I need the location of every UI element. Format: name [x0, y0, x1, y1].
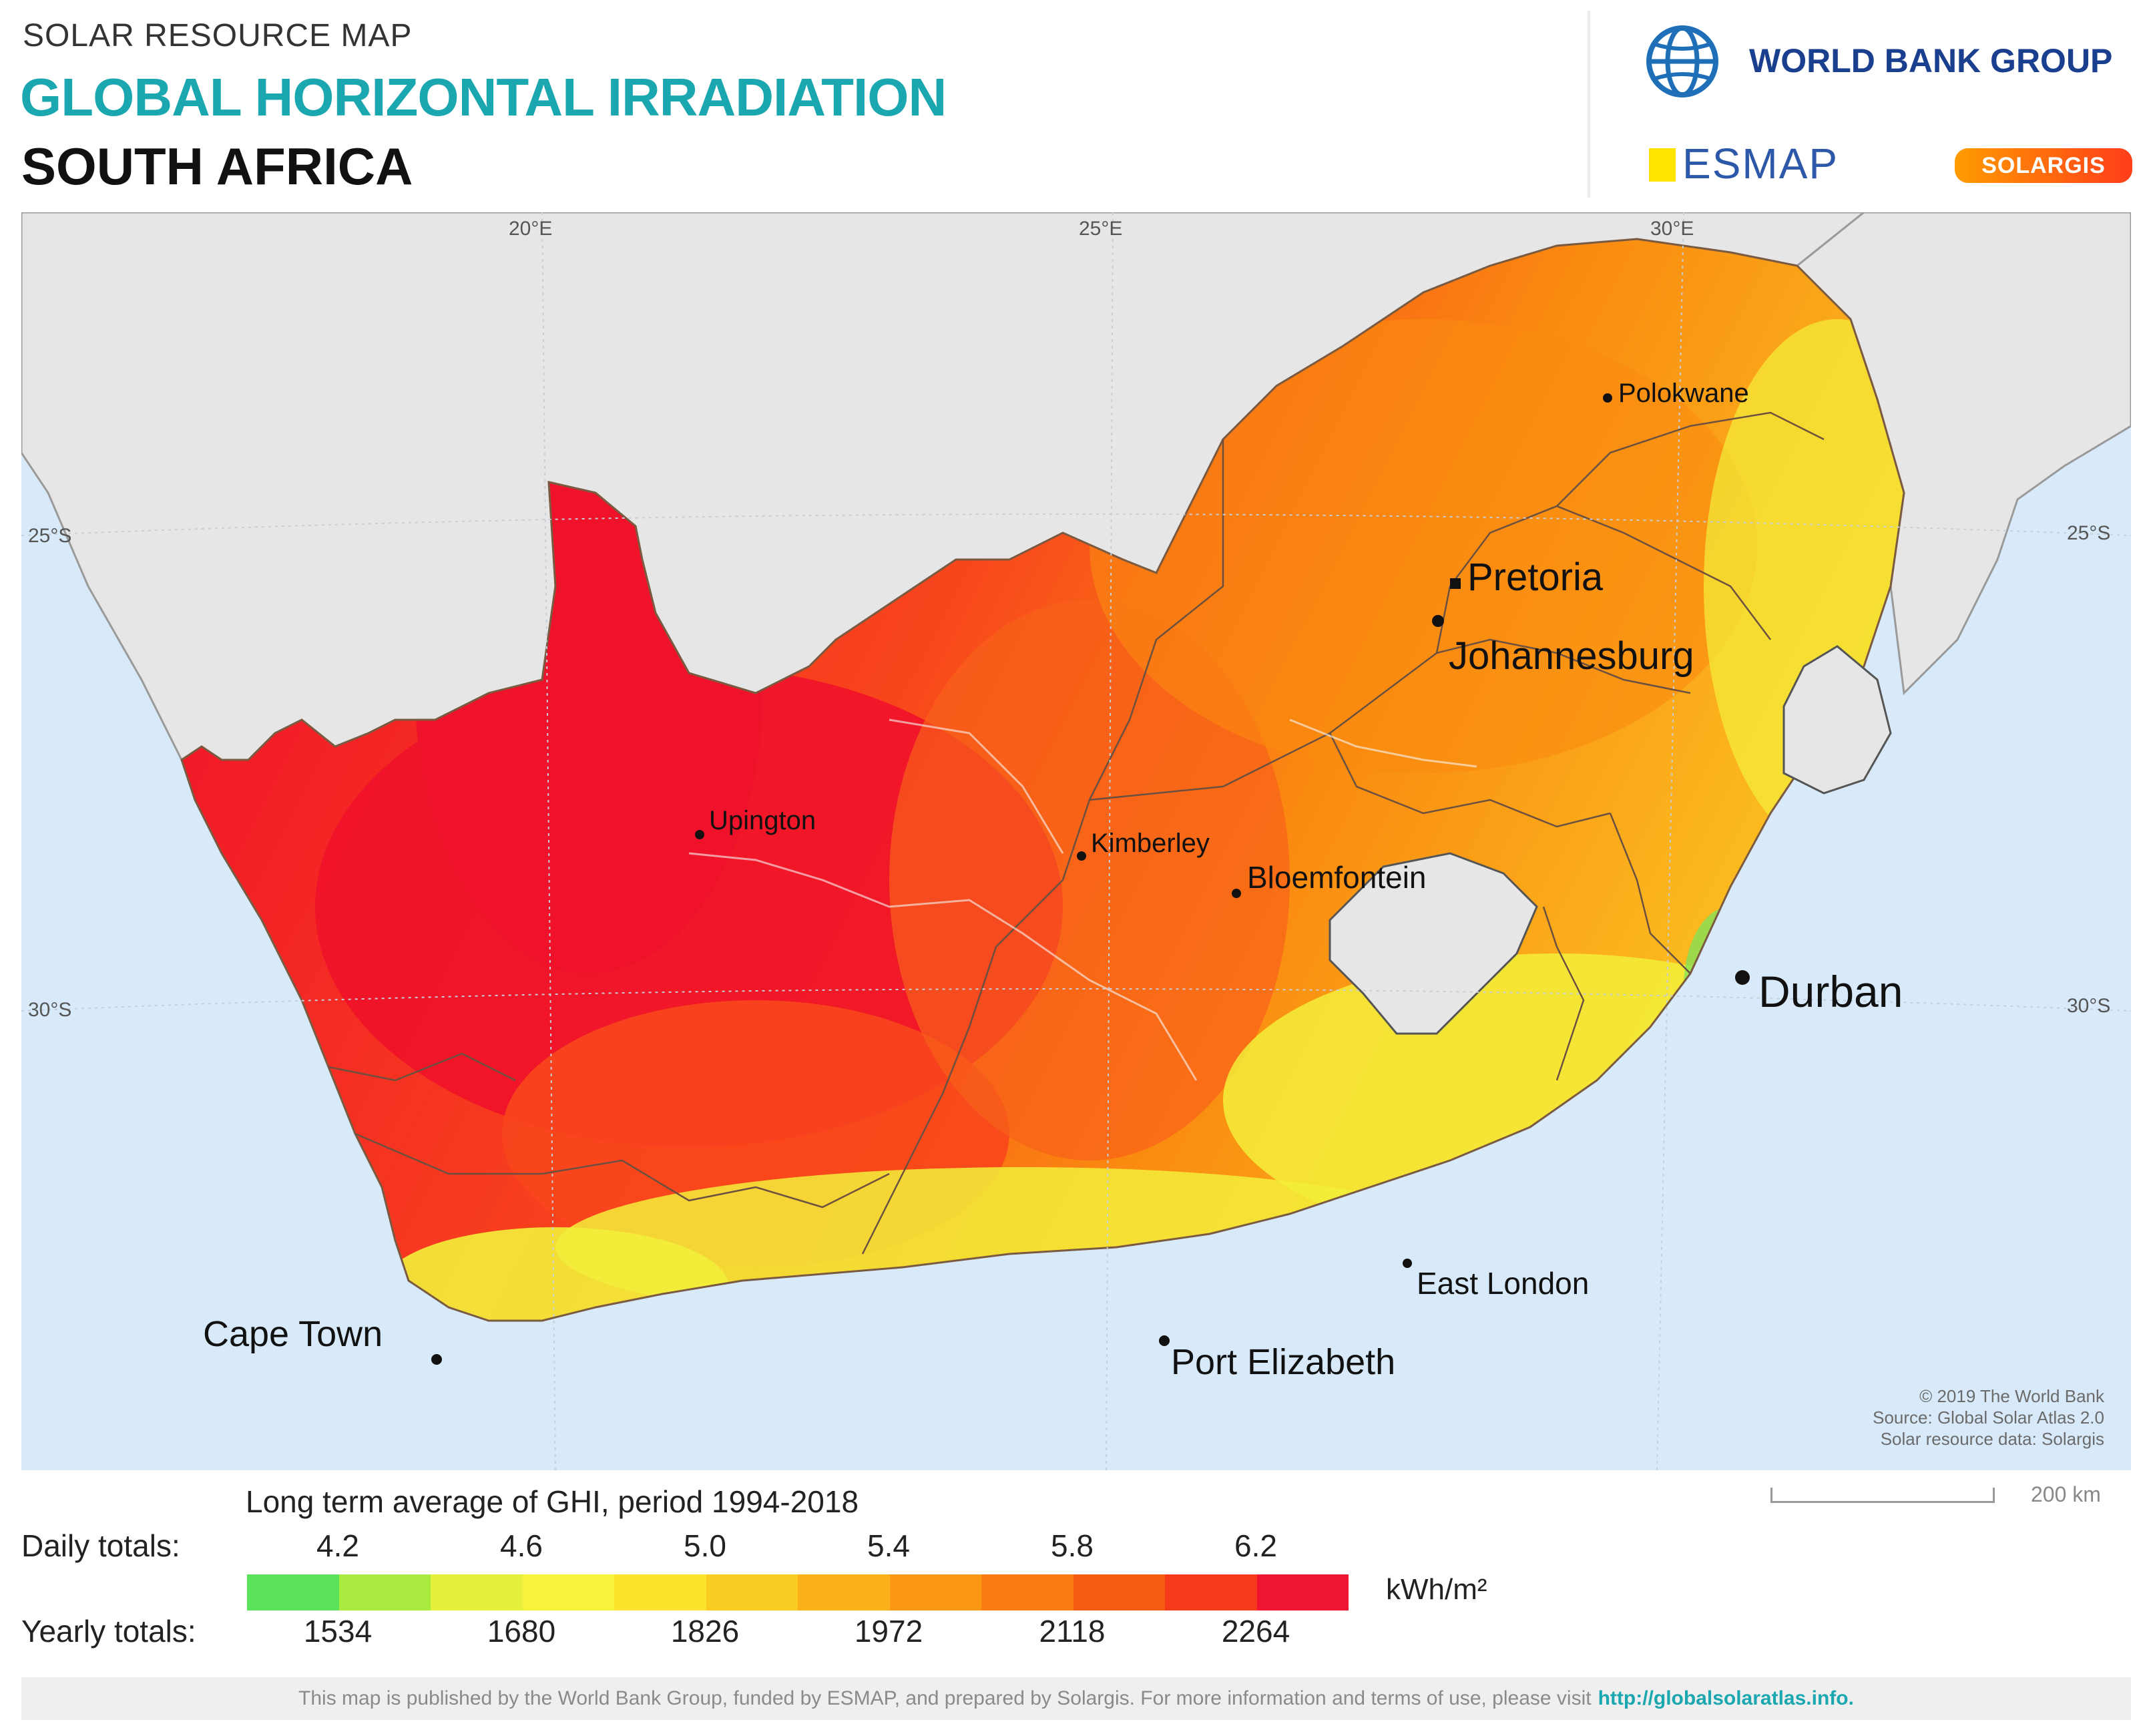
city-label-pretoria: Pretoria: [1467, 556, 1604, 599]
header-divider: [1588, 11, 1590, 198]
world-bank-logo-text: WORLD BANK GROUP: [1749, 42, 2113, 79]
legend-swatch: [1256, 1574, 1349, 1610]
legend-unit: kWh/m²: [1386, 1573, 1487, 1606]
legend-swatch: [522, 1574, 614, 1610]
lat-label-25s-left: 25°S: [28, 525, 71, 547]
legend-yearly-value: 1826: [670, 1614, 740, 1649]
legend-color-scale: [247, 1574, 1349, 1610]
graticule: [21, 212, 2131, 1470]
legend-yearly-value: 1680: [487, 1614, 556, 1649]
polokwane-marker: [1603, 393, 1612, 403]
city-label-port-elizabeth: Port Elizabeth: [1171, 1342, 1395, 1382]
legend-daily-value: 6.2: [1234, 1528, 1277, 1563]
lon-label-30e: 30°E: [1650, 218, 1694, 240]
pretoria-marker: [1450, 578, 1461, 589]
legend-daily-value: 5.0: [684, 1528, 726, 1563]
legend-daily-value: 4.2: [316, 1528, 359, 1563]
city-label-johannesburg: Johannesburg: [1449, 634, 1694, 678]
footer-text: This map is published by the World Bank …: [298, 1687, 1592, 1709]
footer-link[interactable]: http://globalsolaratlas.info.: [1598, 1687, 1854, 1709]
legend-yearly-value: 2264: [1221, 1614, 1290, 1649]
lat-label-30s-left: 30°S: [28, 999, 71, 1021]
city-label-upington: Upington: [709, 806, 816, 835]
credit-line-2: Source: Global Solar Atlas 2.0: [1873, 1407, 2104, 1428]
legend-swatch: [706, 1574, 798, 1610]
legend-swatch: [431, 1574, 523, 1610]
map-canvas: 20°E 25°E 30°E 25°S 25°S 30°S 30°S Polok…: [21, 212, 2131, 1470]
johannesburg-marker: [1432, 615, 1444, 627]
legend-swatch: [338, 1574, 431, 1610]
cape-town-marker: [431, 1354, 442, 1365]
legend-swatch: [1165, 1574, 1257, 1610]
lon-label-20e: 20°E: [509, 218, 552, 240]
legend-yearly-value: 2118: [1039, 1614, 1106, 1649]
city-label-east-london: East London: [1417, 1266, 1589, 1301]
legend-title: Long term average of GHI, period 1994-20…: [246, 1484, 859, 1519]
scale-bar: [1770, 1488, 1995, 1503]
esmap-logo-text: ESMAP: [1682, 140, 1839, 188]
ghi-map: 20°E 25°E 30°E 25°S 25°S 30°S 30°S Polok…: [21, 212, 2131, 1470]
city-label-bloemfontein: Bloemfontein: [1247, 860, 1427, 895]
bloemfontein-marker: [1232, 889, 1241, 898]
lat-label-25s-right: 25°S: [2067, 522, 2110, 544]
footer-note: This map is published by the World Bank …: [21, 1677, 2131, 1720]
esmap-logo-mark: [1649, 148, 1676, 182]
legend-swatch: [889, 1574, 981, 1610]
legend-daily-value: 5.8: [1051, 1528, 1094, 1563]
legend-swatch: [1073, 1574, 1165, 1610]
map-kicker: SOLAR RESOURCE MAP: [23, 18, 413, 53]
kimberley-marker: [1077, 851, 1086, 861]
map-title: GLOBAL HORIZONTAL IRRADIATION: [20, 67, 947, 127]
credit-line-3: Solar resource data: Solargis: [1881, 1429, 2104, 1449]
lon-label-25e: 25°E: [1079, 218, 1122, 240]
durban-marker: [1735, 970, 1750, 985]
city-label-cape-town: Cape Town: [203, 1314, 383, 1354]
city-label-kimberley: Kimberley: [1091, 829, 1210, 858]
city-label-polokwane: Polokwane: [1618, 379, 1749, 408]
city-label-durban: Durban: [1758, 967, 1903, 1016]
credit-line-1: © 2019 The World Bank: [1919, 1386, 2105, 1406]
legend-yearly-value: 1534: [303, 1614, 373, 1649]
legend-swatch: [247, 1574, 339, 1610]
legend-yearly-label: Yearly totals:: [21, 1614, 196, 1649]
port-elizabeth-marker: [1159, 1335, 1170, 1346]
legend-swatch: [798, 1574, 890, 1610]
legend-daily-value: 4.6: [500, 1528, 543, 1563]
country-title: SOUTH AFRICA: [21, 137, 413, 196]
legend-swatch: [981, 1574, 1073, 1610]
scale-label: 200 km: [2031, 1482, 2101, 1506]
province-borders: [328, 411, 1825, 1255]
lesotho-land: [1329, 852, 1538, 1035]
solargis-logo: SOLARGIS: [1955, 148, 2132, 183]
legend-yearly-value: 1972: [854, 1614, 923, 1649]
legend-daily-label: Daily totals:: [21, 1528, 180, 1563]
rivers: [688, 718, 1477, 1081]
city-markers: Polokwane Pretoria Johannesburg Upington…: [203, 379, 1903, 1382]
world-bank-globe-icon: [1646, 25, 1718, 97]
upington-marker: [695, 830, 704, 839]
lat-label-30s-right: 30°S: [2067, 995, 2110, 1017]
legend-swatch: [614, 1574, 706, 1610]
legend-daily-value: 5.4: [867, 1528, 910, 1563]
eswatini-land: [1782, 645, 1892, 795]
east-london-marker: [1403, 1259, 1412, 1268]
